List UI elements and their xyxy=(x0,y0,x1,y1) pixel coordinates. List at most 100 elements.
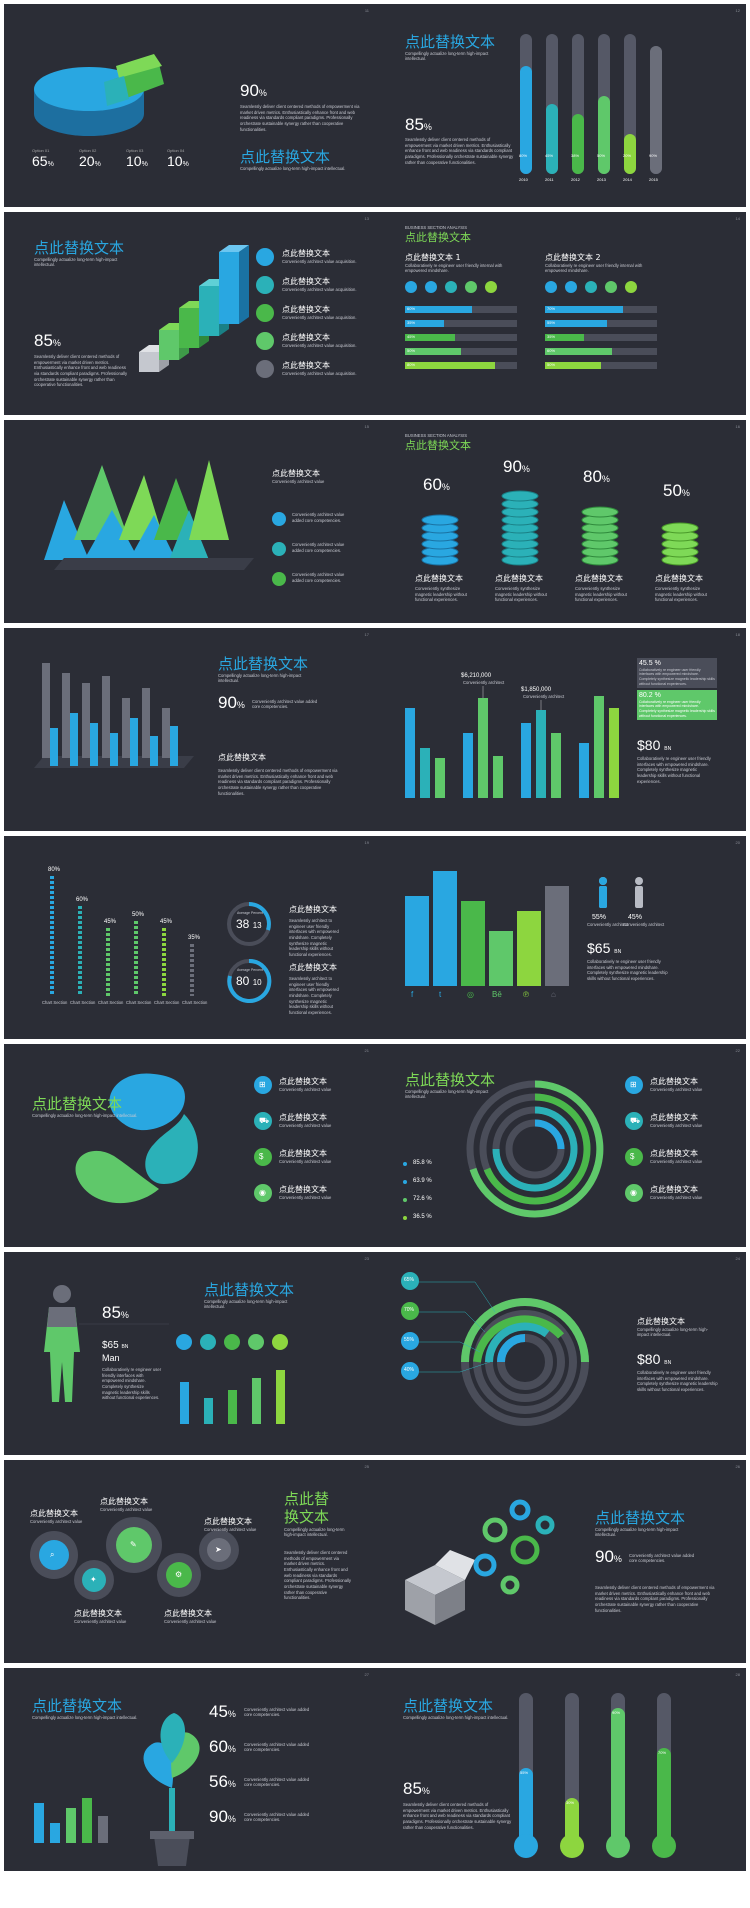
gear-sub: Conveniently architect value xyxy=(100,1507,153,1512)
gear-sub: Conveniently architect value xyxy=(164,1619,217,1624)
bar-pct: 35% xyxy=(547,334,556,339)
legend-dot-green xyxy=(256,304,274,322)
behance-icon[interactable]: Bē xyxy=(492,990,502,999)
money-icon[interactable]: $ xyxy=(625,1148,643,1166)
instagram-icon[interactable]: ◎ xyxy=(467,990,474,999)
camera-icon[interactable]: ◉ xyxy=(254,1184,272,1202)
callout-label-2: Conveniently architect xyxy=(523,694,565,699)
legend-title: 点此替换文本 xyxy=(282,305,330,314)
bar-pct: 50% xyxy=(132,912,145,918)
stat-4: 36.5 % xyxy=(413,1214,432,1220)
facebook-icon[interactable]: f xyxy=(411,990,414,999)
stat-text: Conveniently architect value added core … xyxy=(244,1777,310,1787)
therm-pct: 30% xyxy=(566,1800,575,1805)
stack-label: 点此替换文本 xyxy=(415,574,463,583)
money-stat: $65 BN xyxy=(102,1340,129,1351)
dashed-bar-chart xyxy=(50,876,272,1003)
bar-label: 45% xyxy=(545,153,554,158)
slide-16: 26 点此替换文本 Compellingly actualize long-te… xyxy=(375,1460,746,1663)
body-text: Seamlessly deliver client centered metho… xyxy=(595,1585,715,1613)
ring-value-1: 38 13 xyxy=(236,917,262,931)
bar-pct: 60% xyxy=(547,348,556,353)
body-text: Seamlessly deliver client centered metho… xyxy=(403,1802,512,1830)
gear-label: 点此替换文本 xyxy=(30,1509,78,1518)
slide-number: 16 xyxy=(735,424,740,429)
stat-desc: Collaboratively re engineer user friendl… xyxy=(639,699,715,718)
stack-stat-3: 80% xyxy=(583,467,610,486)
bar-pct: 45% xyxy=(160,919,173,925)
slide-9: 19 80% 60% 45% 50% 45% 35% Chart Section… xyxy=(4,836,375,1039)
option-value: 20 xyxy=(79,153,95,170)
stat-text: Conveniently architect value added core … xyxy=(244,1742,310,1752)
dropbox-icon[interactable]: ⌂ xyxy=(551,990,556,999)
item-sub: Conveniently architect value xyxy=(279,1195,332,1200)
legend-dot xyxy=(272,512,286,526)
cart-icon[interactable]: ⛟ xyxy=(254,1112,272,1130)
twitter-icon[interactable]: t xyxy=(439,990,442,999)
option-4: Option 04 10% xyxy=(167,148,189,171)
item-title: 点此替换文本 xyxy=(650,1185,698,1194)
stat-3: 56% xyxy=(209,1772,236,1791)
big-stat: 85% xyxy=(403,1779,430,1798)
bar-label: 90% xyxy=(649,153,658,158)
bar-pct: 60% xyxy=(76,897,89,903)
stat-pct: 80.2 % xyxy=(639,692,661,699)
slide-2: 12 点此替换文本 Compellingly actualize long-te… xyxy=(375,4,746,207)
money-icon[interactable]: $ xyxy=(254,1148,272,1166)
slide-11: 21 点此替换文本 Compellingly actualize long-te… xyxy=(4,1044,375,1247)
item-sub: Conveniently architect value xyxy=(650,1087,703,1092)
radial-rings-chart xyxy=(403,1080,604,1220)
slide-subtitle: Compellingly actualize long-term high-im… xyxy=(595,1527,679,1537)
body-text: Seamlessly deliver client centered metho… xyxy=(240,104,360,132)
option-unit: % xyxy=(47,161,54,169)
slide-number: 22 xyxy=(735,1048,740,1053)
item-sub: Conveniently architect value xyxy=(650,1159,703,1164)
slide-number: 17 xyxy=(364,632,369,637)
body-text: Seamlessly deliver client centered metho… xyxy=(284,1550,352,1601)
tag-circle: 55% xyxy=(401,1332,419,1350)
slide-15: 25 ⌕ ✦ ✎ ⚙ ➤ 点此替换文本 Conveniently archite… xyxy=(4,1460,375,1663)
option-unit: % xyxy=(141,161,148,169)
legend-title: 点此替换文本 xyxy=(282,277,330,286)
body-text: Collaboratively re engineer user friendl… xyxy=(587,959,668,982)
bar-label: 38% xyxy=(571,153,580,158)
slide-number: 12 xyxy=(735,8,740,13)
big-stat: 85% xyxy=(34,331,61,350)
legend-dot xyxy=(272,572,286,586)
money-stat: $65 BN xyxy=(587,940,622,956)
item-title: 点此替换文本 xyxy=(279,1185,327,1194)
bar-label: 80% xyxy=(519,153,528,158)
item-title: 点此替换文本 xyxy=(279,1077,327,1086)
big-stat: 90% xyxy=(218,693,245,712)
item-title: 点此替换文本 xyxy=(650,1149,698,1158)
big-stat: 90% xyxy=(595,1547,622,1566)
slide-number: 26 xyxy=(735,1464,740,1469)
slide-title: 点此替换文本 xyxy=(272,469,320,478)
stat-card-2: 80.2 % Collaboratively re engineer user … xyxy=(637,690,717,720)
legend-dot-teal xyxy=(256,276,274,294)
legend-text: Conveniently architect value added core … xyxy=(292,572,345,583)
pinterest-icon[interactable]: ℗ xyxy=(523,990,529,999)
therm-pct: 90% xyxy=(612,1710,621,1715)
body-text: Collaboratively re engineer user friendl… xyxy=(637,1370,718,1393)
basket-icon[interactable]: ⊞ xyxy=(625,1076,643,1094)
stat-card-1: 45.5 % Collaboratively re engineer user … xyxy=(637,658,717,688)
body-text: Collaboratively re engineer user friendl… xyxy=(102,1367,162,1401)
bar-cat: Chart Section xyxy=(126,1000,152,1005)
stat-desc: Collaboratively re engineer user friendl… xyxy=(639,667,715,686)
slide-subtitle: Compellingly actualize long-term high-im… xyxy=(403,1715,509,1720)
basket-icon[interactable]: ⊞ xyxy=(254,1076,272,1094)
3d-bar-chart xyxy=(34,663,194,768)
option-3: Option 03 10% xyxy=(126,148,148,171)
male-pct: 45% xyxy=(628,914,643,921)
slide-number: 23 xyxy=(364,1256,369,1261)
social-bar-chart xyxy=(405,871,643,986)
legend-sub: Conveniently architect value acquisition… xyxy=(282,315,357,320)
camera-icon[interactable]: ◉ xyxy=(625,1184,643,1202)
stack-desc: Conveniently synthesize magnetic leaders… xyxy=(655,586,707,603)
therm-pct: 70% xyxy=(658,1750,667,1755)
section-header: BUSINESS SECTION ANALYSIS xyxy=(405,433,468,438)
stat-1: 45% xyxy=(209,1702,236,1721)
big-stat: 85% xyxy=(102,1303,129,1322)
cart-icon[interactable]: ⛟ xyxy=(625,1112,643,1130)
